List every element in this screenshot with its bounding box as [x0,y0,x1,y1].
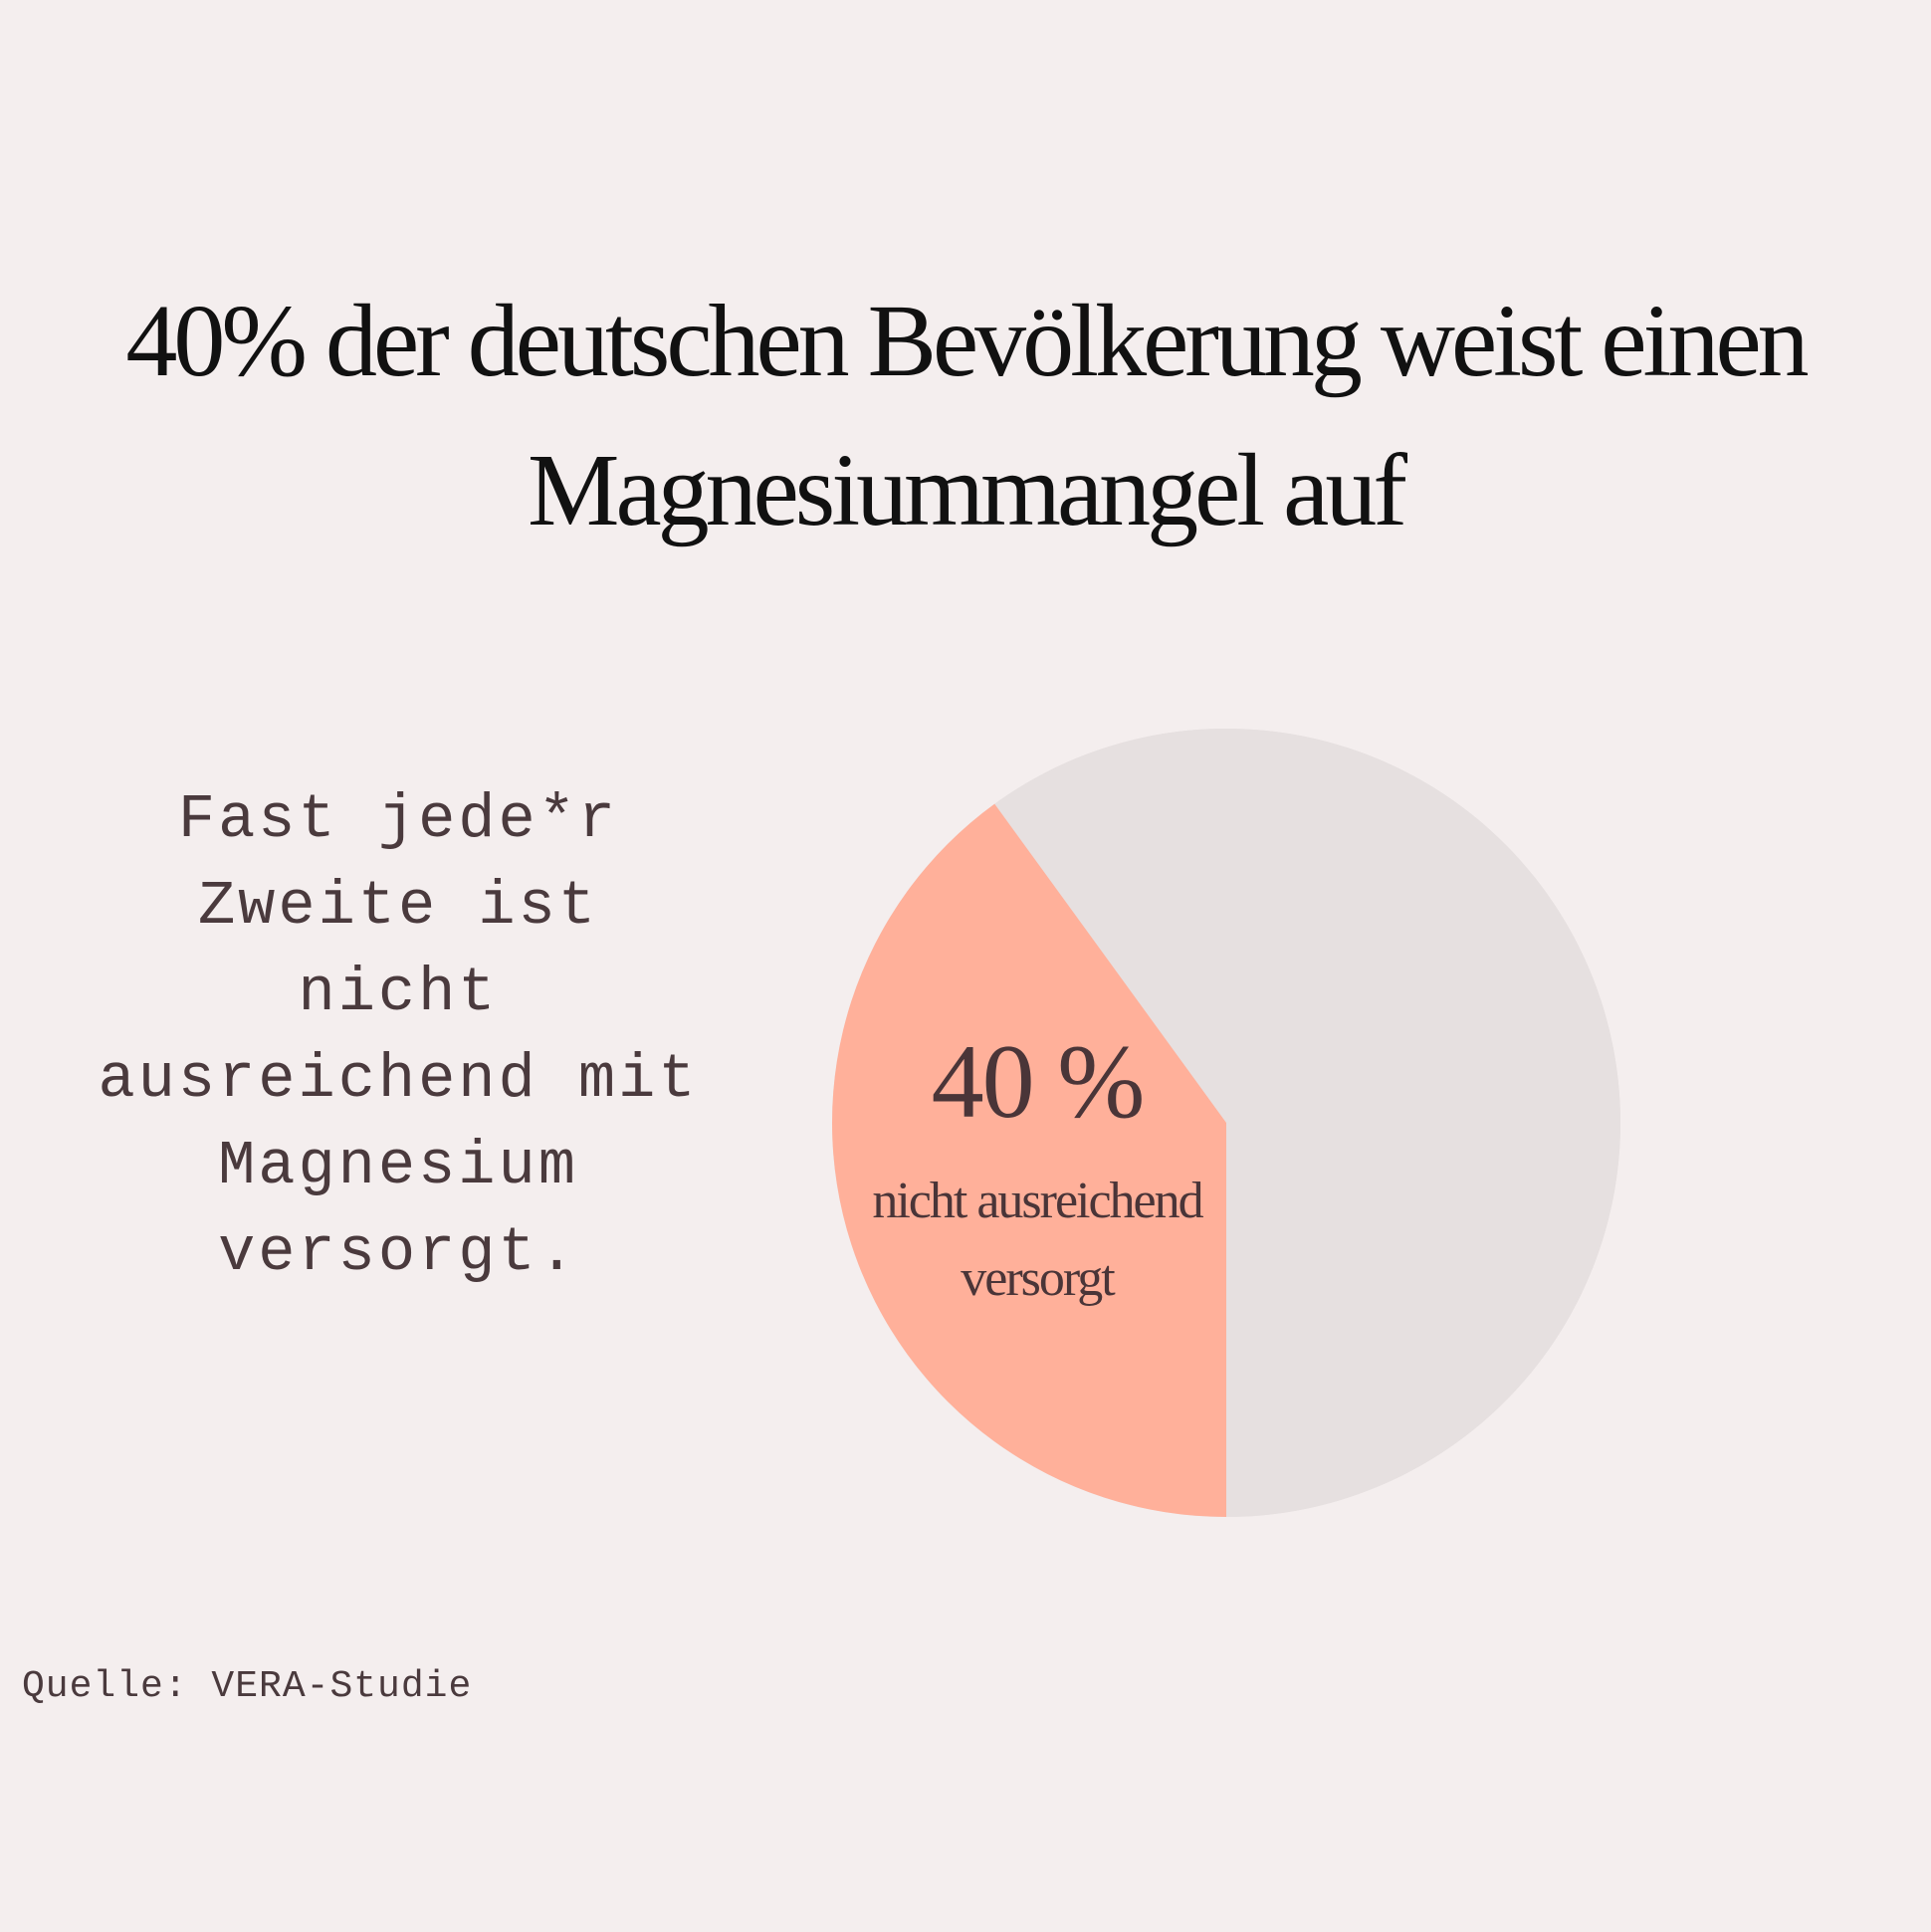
title-line-2: Magnesiummangel auf [528,433,1407,547]
pie-slice-label-line-2: versorgt [961,1250,1116,1307]
pie-slice-rest [994,729,1621,1517]
source-note: Quelle: VERA-Studie [22,1665,473,1708]
pie-slice-value-label: 40 % [932,1023,1144,1140]
side-description: Fast jede*r Zweite ist nicht ausreichend… [98,784,699,1288]
pie-slice-nicht-ausreichend [832,803,1226,1517]
page-title: 40% der deutschen Bevölkerung weist eine… [60,267,1871,565]
title-line-1: 40% der deutschen Bevölkerung weist eine… [125,284,1809,398]
pie-slice-label-line-1: nicht ausreichend [872,1173,1203,1229]
